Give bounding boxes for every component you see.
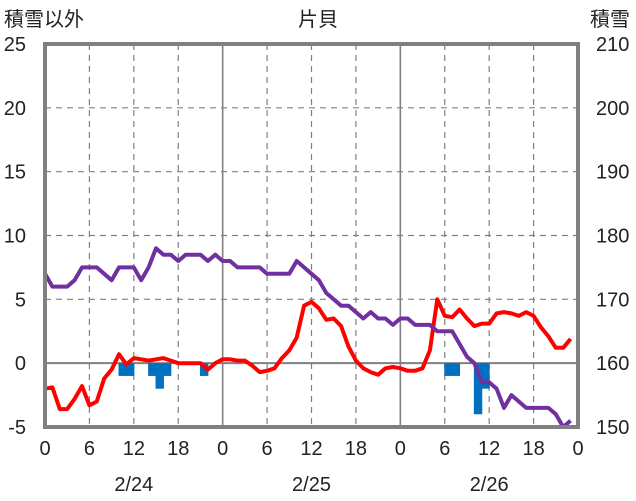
x-tick-label: 12	[300, 438, 322, 460]
precipitation-bar	[155, 363, 164, 389]
precipitation-bars	[118, 363, 490, 415]
precipitation-bar	[444, 363, 453, 376]
x-tick-label: 0	[572, 438, 583, 460]
precipitation-bar	[481, 363, 490, 389]
x-tick-label: 6	[439, 438, 450, 460]
precipitation-bar	[125, 363, 135, 376]
x-tick-label: 0	[395, 438, 406, 460]
left-tick-label: 15	[4, 162, 26, 184]
x-tick-label: 6	[262, 438, 273, 460]
left-tick-label: 5	[15, 289, 26, 311]
x-tick-label: 0	[217, 438, 228, 460]
x-tick-label: 6	[84, 438, 95, 460]
precipitation-bar	[199, 363, 209, 376]
x-tick-label: 12	[478, 438, 500, 460]
precipitation-bar	[473, 363, 483, 415]
left-tick-label: 25	[4, 34, 26, 56]
chart-title: 片貝	[298, 7, 338, 31]
plot-frame	[43, 42, 580, 429]
precipitation-bar	[162, 363, 172, 376]
x-tick-label: 18	[167, 438, 189, 460]
left-tick-label: 10	[4, 226, 26, 248]
right-tick-label: 160	[596, 353, 629, 375]
right-axis-label: 積雪	[590, 7, 630, 31]
right-tick-label: 180	[596, 226, 629, 248]
left-axis-label: 積雪以外	[4, 7, 84, 31]
right-tick-label: 170	[596, 289, 629, 311]
precipitation-bar	[118, 363, 127, 376]
date-label: 2/26	[470, 474, 509, 496]
x-tick-label: 0	[39, 438, 50, 460]
right-tick-label: 190	[596, 162, 629, 184]
series-lines	[43, 246, 573, 429]
precipitation-bar	[451, 363, 461, 376]
x-tick-label: 18	[345, 438, 367, 460]
left-tick-label: -5	[8, 417, 26, 439]
right-tick-label: 210	[596, 34, 629, 56]
right-tick-label: 200	[596, 98, 629, 120]
left-tick-label: 20	[4, 98, 26, 120]
left-tick-label: 0	[15, 353, 26, 375]
x-tick-label: 12	[123, 438, 145, 460]
date-label: 2/25	[292, 474, 331, 496]
snow_depth-line	[43, 246, 572, 429]
right-tick-label: 150	[596, 417, 629, 439]
precipitation-bar	[148, 363, 157, 376]
x-tick-label: 18	[522, 438, 544, 460]
temperature-line	[44, 297, 573, 412]
date-label: 2/24	[114, 474, 153, 496]
